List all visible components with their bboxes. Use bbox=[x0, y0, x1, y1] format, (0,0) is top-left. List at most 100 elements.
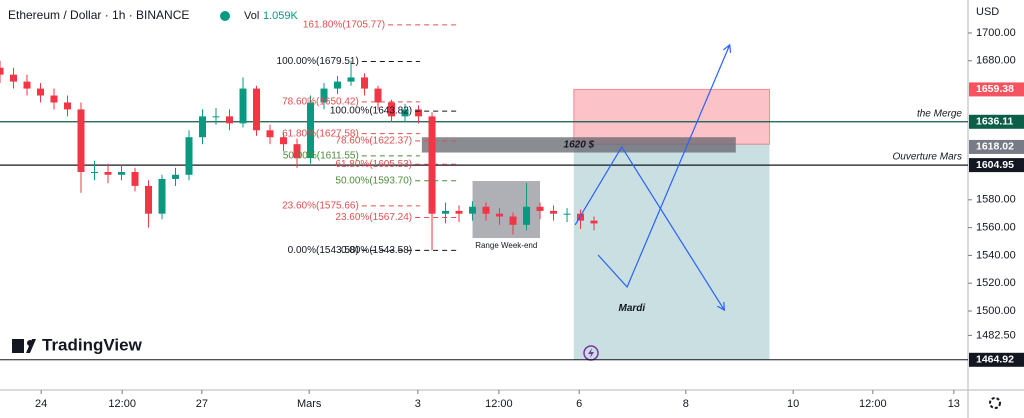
candle-body bbox=[509, 216, 517, 225]
candle-body bbox=[23, 81, 31, 89]
stop-zone bbox=[573, 88, 771, 145]
fib-label: 61.80%(1627.58) bbox=[282, 128, 359, 139]
price-tag bbox=[969, 139, 1024, 154]
x-tick-label: 12:00 bbox=[859, 398, 887, 410]
logo bbox=[12, 339, 36, 353]
x-tick-label: 8 bbox=[683, 398, 689, 410]
candle-body bbox=[118, 171, 126, 175]
candle-body bbox=[401, 109, 409, 117]
y-tick-label: 1500.00 bbox=[976, 305, 1016, 317]
candle-body bbox=[320, 88, 328, 103]
candle-body bbox=[212, 116, 220, 118]
fib-label: 78.60%(1622.37) bbox=[335, 136, 412, 147]
candle-body bbox=[10, 74, 18, 82]
price-tag-label: 1604.95 bbox=[976, 159, 1014, 171]
chart-title: Ethereum / Dollar · 1h · BINANCE bbox=[8, 8, 189, 22]
x-tick-label: 6 bbox=[576, 398, 582, 410]
fib-label: 50.00%(1593.70) bbox=[335, 175, 412, 186]
candle-body bbox=[523, 206, 531, 225]
x-tick-label: 10 bbox=[787, 398, 799, 410]
x-tick-label: 12:00 bbox=[108, 398, 136, 410]
price-tag-label: 1464.92 bbox=[976, 354, 1014, 366]
candle-body bbox=[239, 88, 247, 124]
candle-body bbox=[577, 213, 585, 221]
candle-body bbox=[158, 178, 166, 214]
x-tick-label: 24 bbox=[35, 398, 47, 410]
x-tick-label: 27 bbox=[196, 398, 208, 410]
price-tag-label: 1636.11 bbox=[976, 116, 1014, 128]
candle-body bbox=[307, 102, 315, 159]
x-tick-label: 12:00 bbox=[485, 398, 513, 410]
brand: TradingView bbox=[42, 335, 143, 354]
price-tag bbox=[969, 158, 1024, 173]
candle-body bbox=[172, 174, 180, 179]
candle-body bbox=[428, 116, 436, 214]
price-tag bbox=[969, 114, 1024, 129]
x-tick-label: 13 bbox=[948, 398, 960, 410]
price-tag bbox=[969, 82, 1024, 97]
event-icon bbox=[588, 348, 594, 358]
y-tick-label: 1680.00 bbox=[976, 55, 1016, 67]
candle-body bbox=[226, 116, 234, 124]
volume-label: Vol bbox=[244, 10, 259, 22]
price-tag-label: 1659.38 bbox=[976, 83, 1014, 95]
price-tag-label: 1618.02 bbox=[976, 141, 1014, 153]
fib-label: 0.00%(1543.58) bbox=[341, 245, 412, 256]
candle-body bbox=[469, 206, 477, 214]
candle-body bbox=[550, 210, 558, 214]
fib-label: 100.00%(1679.51) bbox=[277, 56, 359, 67]
arrow-label: Mardi bbox=[618, 303, 645, 314]
candle-body bbox=[496, 213, 504, 217]
price-zone bbox=[421, 137, 736, 153]
fib-label: 50.00%(1611.55) bbox=[283, 151, 359, 162]
status-dot bbox=[220, 11, 230, 21]
candle-body bbox=[77, 109, 85, 172]
candle-body bbox=[37, 88, 45, 96]
fib-label: 0.00%(1543.58) bbox=[288, 245, 359, 256]
candle-body bbox=[361, 77, 369, 89]
currency: USD bbox=[976, 6, 999, 18]
candle-body bbox=[50, 95, 58, 103]
candle-body bbox=[293, 144, 301, 159]
fib-label: 23.60%(1567.24) bbox=[335, 212, 412, 223]
settings-icon[interactable] bbox=[989, 397, 1001, 409]
price-tag bbox=[969, 352, 1024, 367]
candle-body bbox=[145, 185, 153, 214]
arrow-head bbox=[717, 302, 725, 312]
y-tick-label: 1540.00 bbox=[976, 249, 1016, 261]
x-tick-label: Mars bbox=[297, 398, 322, 410]
x-tick-label: 3 bbox=[415, 398, 421, 410]
candle-body bbox=[0, 67, 4, 75]
y-tick-label: 1520.00 bbox=[976, 277, 1016, 289]
fib-label: 161.80%(1705.77) bbox=[303, 20, 385, 31]
candle-body bbox=[199, 116, 207, 138]
candle-body bbox=[91, 171, 99, 173]
y-tick-label: 1700.00 bbox=[976, 27, 1016, 39]
candle-body bbox=[104, 171, 112, 175]
candle-body bbox=[455, 210, 463, 214]
target-zone bbox=[573, 144, 770, 360]
candle-body bbox=[563, 213, 571, 215]
y-tick-label: 1482.50 bbox=[976, 329, 1016, 341]
fib-label: 23.60%(1575.66) bbox=[282, 200, 359, 211]
candle-body bbox=[64, 102, 72, 110]
candle-body bbox=[415, 109, 423, 117]
candle-body bbox=[482, 206, 490, 214]
candle-body bbox=[185, 137, 193, 175]
candle-body bbox=[388, 102, 396, 117]
fib-label: 100.00%(1643.82) bbox=[330, 106, 412, 117]
range-label: Range Week-end bbox=[475, 241, 537, 250]
candle-body bbox=[334, 81, 342, 89]
candle-body bbox=[374, 88, 382, 103]
volume-value: 1.059K bbox=[263, 10, 299, 22]
arrow bbox=[574, 145, 725, 311]
candle-body bbox=[536, 206, 544, 211]
y-tick-label: 1580.00 bbox=[976, 194, 1016, 206]
level-name: the Merge bbox=[917, 108, 962, 119]
fib-label: 78.60%(1650.42) bbox=[282, 97, 359, 108]
candle-body bbox=[590, 220, 598, 224]
candle-body bbox=[280, 137, 288, 145]
candle-body bbox=[266, 130, 274, 138]
